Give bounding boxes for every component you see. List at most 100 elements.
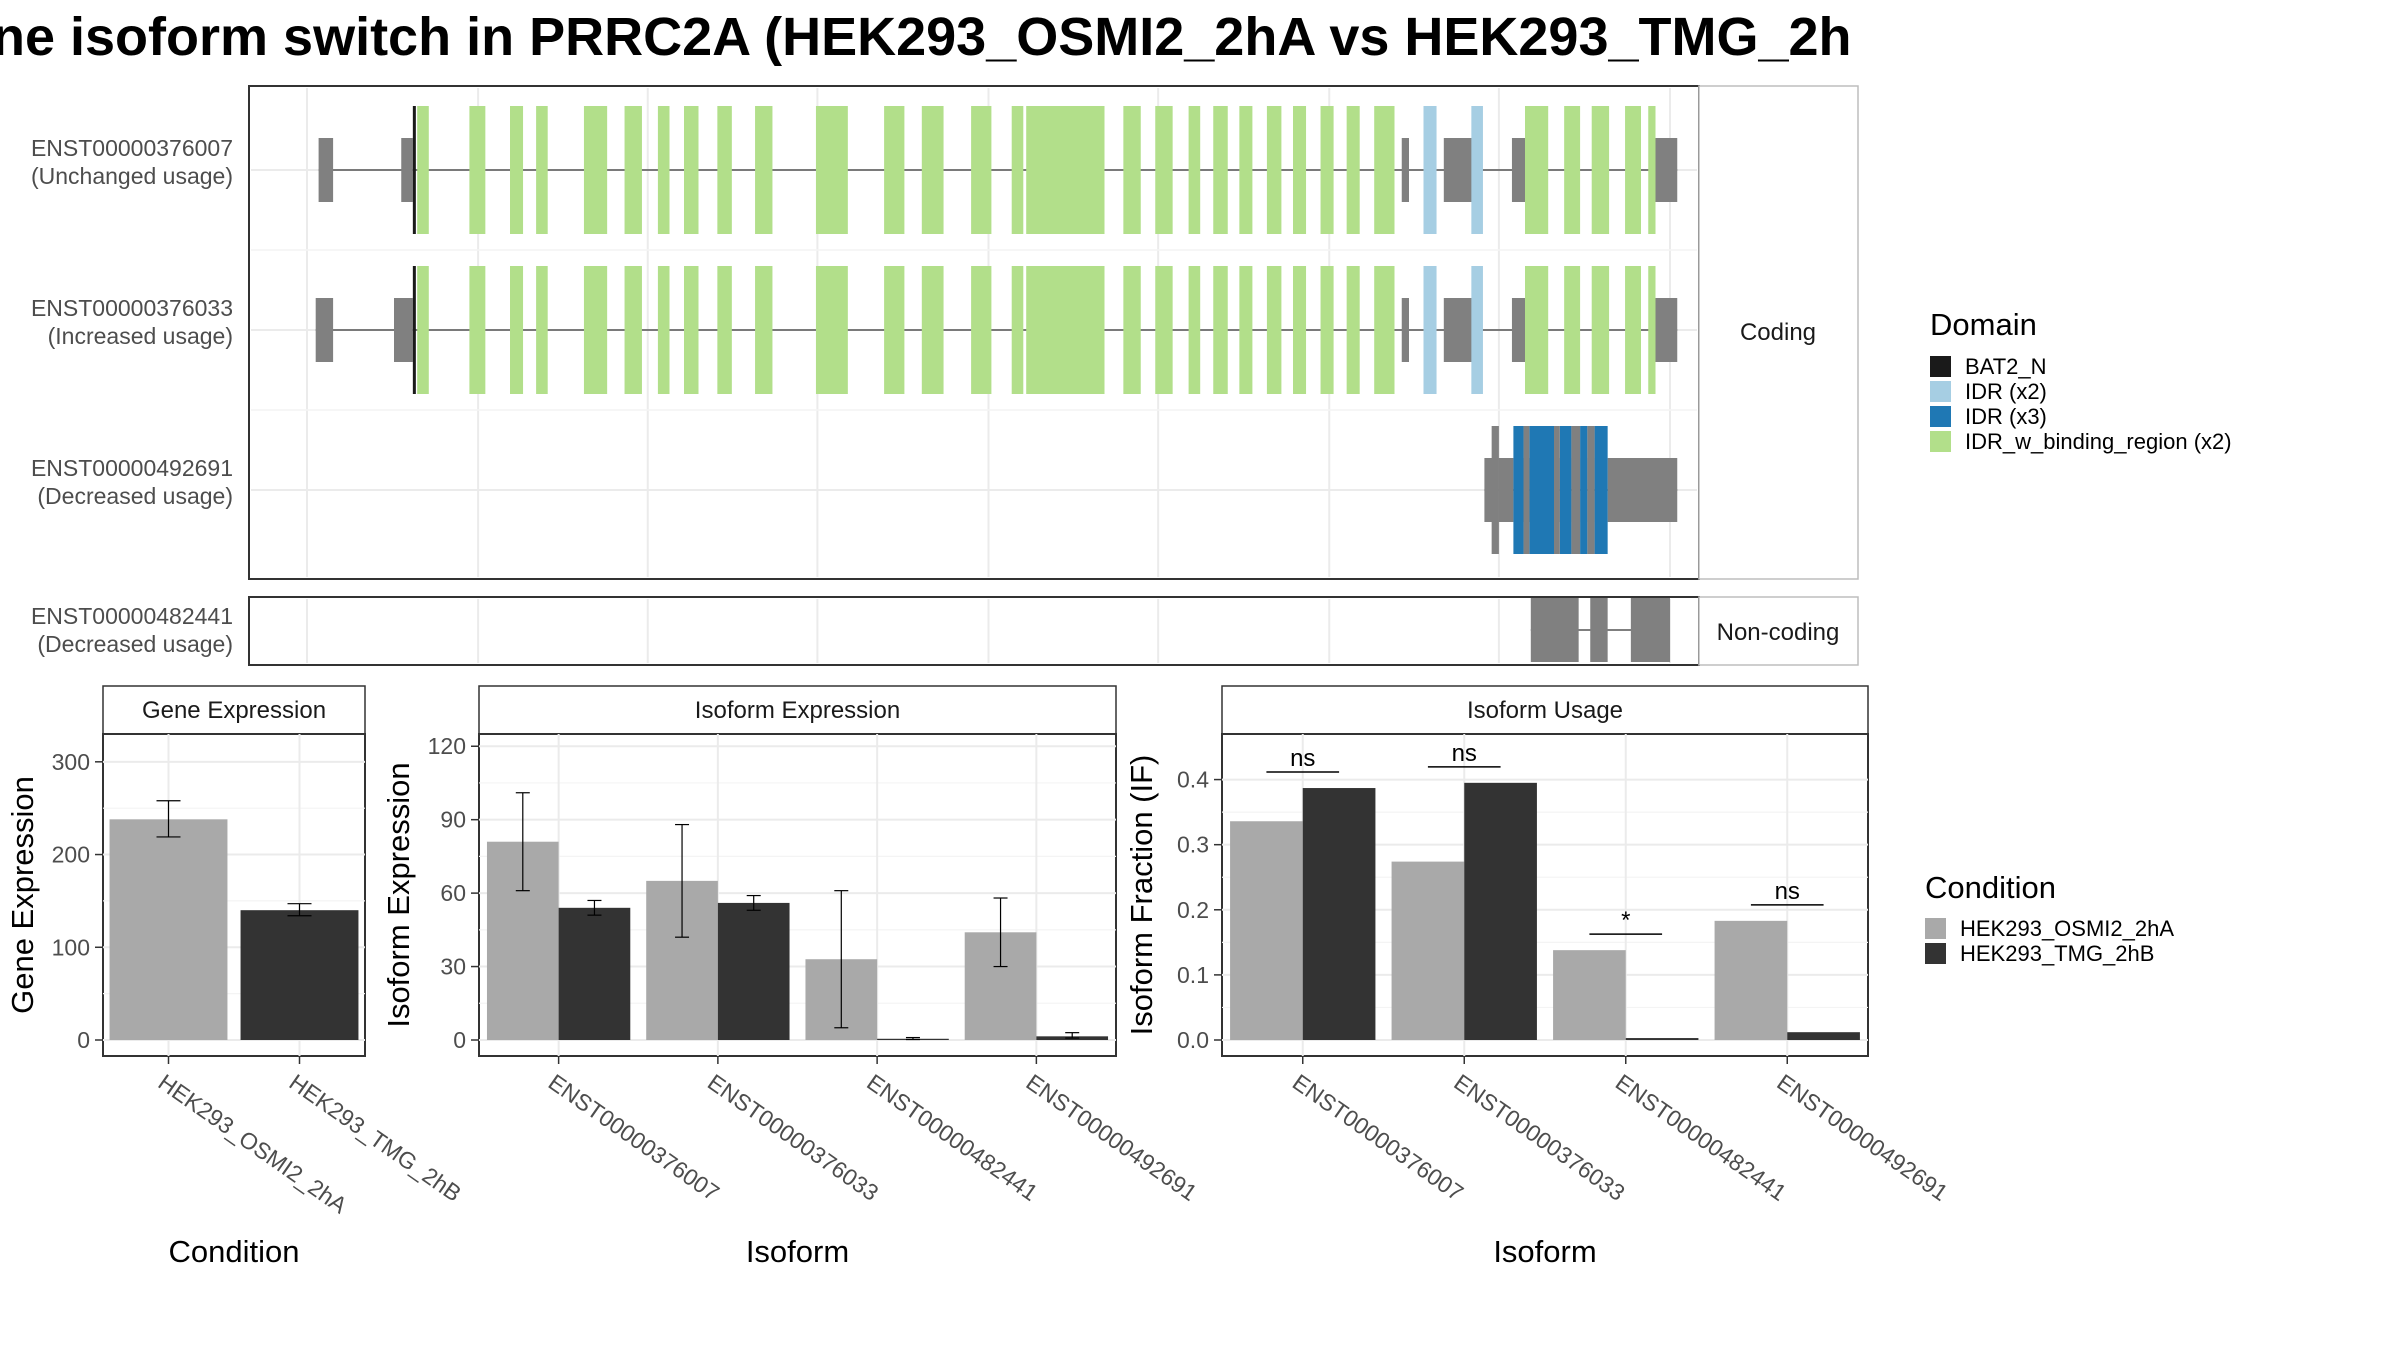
x-tick-label: ENST00000376007: [1288, 1069, 1468, 1206]
bar-HEK293_TMG_2hB: [1302, 788, 1376, 1040]
domain-legend-label: BAT2_N: [1965, 354, 2047, 379]
exon-block: [1654, 138, 1678, 202]
y-tick-label: 200: [52, 842, 90, 868]
domain-block-idr-w-binding-region-x2-: [1346, 266, 1360, 394]
domain-block-idr-w-binding-region-x2-: [624, 106, 642, 234]
domain-block-idr-w-binding-region-x2-: [1648, 106, 1656, 234]
domain-legend-title: Domain: [1930, 307, 2037, 342]
domain-block-idr-w-binding-region-x2-: [510, 266, 524, 394]
y-axis-title: Isoform Expression: [381, 762, 416, 1027]
domain-block-idr-w-binding-region-x2-: [1011, 266, 1024, 394]
domain-block-idr-w-binding-region-x2-: [755, 106, 773, 234]
condition-legend-key: [1925, 918, 1946, 939]
y-tick-label: 60: [440, 880, 466, 906]
x-tick-label: ENST00000376007: [544, 1069, 724, 1206]
condition-legend-key: [1925, 943, 1946, 964]
domain-block-idr-w-binding-region-x2-: [1625, 266, 1641, 394]
domain-block-idr-w-binding-region-x2-: [1648, 266, 1656, 394]
domain-block-idr-x3-: [1529, 426, 1554, 554]
domain-block-idr-w-binding-region-x2-: [657, 266, 670, 394]
domain-block-idr-w-binding-region-x2-: [1213, 106, 1228, 234]
domain-block-idr-w-binding-region-x2-: [583, 106, 608, 234]
significance-label: ns: [1452, 740, 1477, 767]
y-tick-label: 0.2: [1177, 897, 1209, 923]
x-tick-label: ENST00000492691: [1772, 1069, 1952, 1206]
domain-block-idr-w-binding-region-x2-: [921, 106, 944, 234]
domain-block-idr-x3-: [1594, 426, 1608, 554]
domain-block-idr-w-binding-region-x2-: [1266, 266, 1282, 394]
domain-block-idr-w-binding-region-x2-: [469, 266, 486, 394]
transcript-tracks: [315, 106, 1678, 662]
transcript-labels: ENST00000376007(Unchanged usage) ENST0000…: [31, 135, 233, 657]
domain-block-idr-w-binding-region-x2-: [1026, 266, 1105, 394]
exon-block: [1571, 426, 1581, 554]
domain-block-idr-w-binding-region-x2-: [1625, 106, 1641, 234]
domain-block-idr-w-binding-region-x2-: [1525, 106, 1549, 234]
exon-block: [1590, 598, 1608, 662]
domain-block-idr-w-binding-region-x2-: [1293, 266, 1307, 394]
transcript-id-label: ENST00000376007: [31, 135, 233, 161]
noncoding-panel: [248, 596, 1700, 666]
bar-HEK293_TMG_2hB: [1464, 782, 1537, 1040]
exon-block: [401, 138, 413, 202]
domain-block-idr-x3-: [1513, 426, 1524, 554]
exon-block: [1401, 138, 1409, 202]
domain-block-idr-x2-: [1471, 266, 1483, 394]
domain-block-idr-w-binding-region-x2-: [1239, 106, 1253, 234]
domain-block-idr-w-binding-region-x2-: [1320, 266, 1334, 394]
exon-block: [1587, 426, 1595, 554]
domain-block-idr-x3-: [1580, 426, 1588, 554]
domain-block-idr-w-binding-region-x2-: [1525, 266, 1549, 394]
transcript-track-ENST00000376007: [318, 106, 1678, 234]
domain-block-idr-w-binding-region-x2-: [815, 266, 848, 394]
domain-block-idr-w-binding-region-x2-: [1591, 106, 1610, 234]
chart-title: Isoform Usage: [1467, 697, 1623, 724]
domain-block-bat2-n: [412, 266, 416, 394]
domain-block-idr-w-binding-region-x2-: [755, 266, 773, 394]
transcript-usage-label: (Decreased usage): [37, 483, 233, 509]
exon-block: [1498, 458, 1514, 522]
chart-title: Gene Expression: [142, 697, 326, 724]
domain-block-idr-w-binding-region-x2-: [624, 266, 642, 394]
exon-block: [1511, 138, 1525, 202]
bar-HEK293_TMG_2hB: [717, 902, 790, 1040]
bar-HEK293_OSMI2_2hA: [1714, 920, 1788, 1040]
transcript-id-label: ENST00000376033: [31, 295, 233, 321]
domain-block-idr-w-binding-region-x2-: [583, 266, 608, 394]
figure-title: ne isoform switch in PRRC2A (HEK293_OSMI…: [0, 7, 1852, 67]
exon-block: [1523, 426, 1530, 554]
domain-block-idr-w-binding-region-x2-: [1155, 266, 1173, 394]
domain-block-idr-w-binding-region-x2-: [1239, 266, 1253, 394]
condition-legend-label: HEK293_TMG_2hB: [1960, 941, 2154, 966]
domain-block-idr-w-binding-region-x2-: [1188, 106, 1201, 234]
domain-block-bat2-n: [412, 106, 416, 234]
domain-block-idr-w-binding-region-x2-: [921, 266, 944, 394]
domain-block-idr-w-binding-region-x2-: [417, 266, 429, 394]
x-tick-label: ENST00000482441: [862, 1069, 1042, 1206]
x-axis-title: Isoform: [1493, 1234, 1596, 1269]
x-tick-label: ENST00000482441: [1611, 1069, 1791, 1206]
exon-block: [1491, 426, 1499, 554]
domain-block-idr-x3-: [1559, 426, 1572, 554]
x-axis-title: Isoform: [746, 1234, 849, 1269]
domain-block-idr-w-binding-region-x2-: [1155, 106, 1173, 234]
transcript-usage-label: (Increased usage): [48, 323, 233, 349]
y-axis-title: Gene Expression: [5, 776, 40, 1014]
condition-legend-label: HEK293_OSMI2_2hA: [1960, 916, 2174, 941]
x-tick-label: ENST00000376033: [703, 1069, 883, 1206]
domain-block-idr-w-binding-region-x2-: [971, 106, 992, 234]
condition-legend-title: Condition: [1925, 870, 2056, 905]
domain-block-idr-w-binding-region-x2-: [657, 106, 670, 234]
bar-HEK293_OSMI2_2hA: [1230, 821, 1303, 1040]
bar-HEK293_TMG_2hB: [558, 907, 631, 1040]
domain-legend-label: IDR_w_binding_region (x2): [1965, 429, 2232, 454]
y-axis-title: Isoform Fraction (IF): [1124, 755, 1159, 1036]
exon-block: [1401, 298, 1409, 362]
domain-block-idr-w-binding-region-x2-: [1188, 266, 1201, 394]
transcript-id-label: ENST00000482441: [31, 603, 233, 629]
significance-label: ns: [1290, 745, 1315, 772]
bar-HEK293_OSMI2_2hA: [1391, 861, 1465, 1040]
domain-block-idr-w-binding-region-x2-: [1591, 266, 1610, 394]
